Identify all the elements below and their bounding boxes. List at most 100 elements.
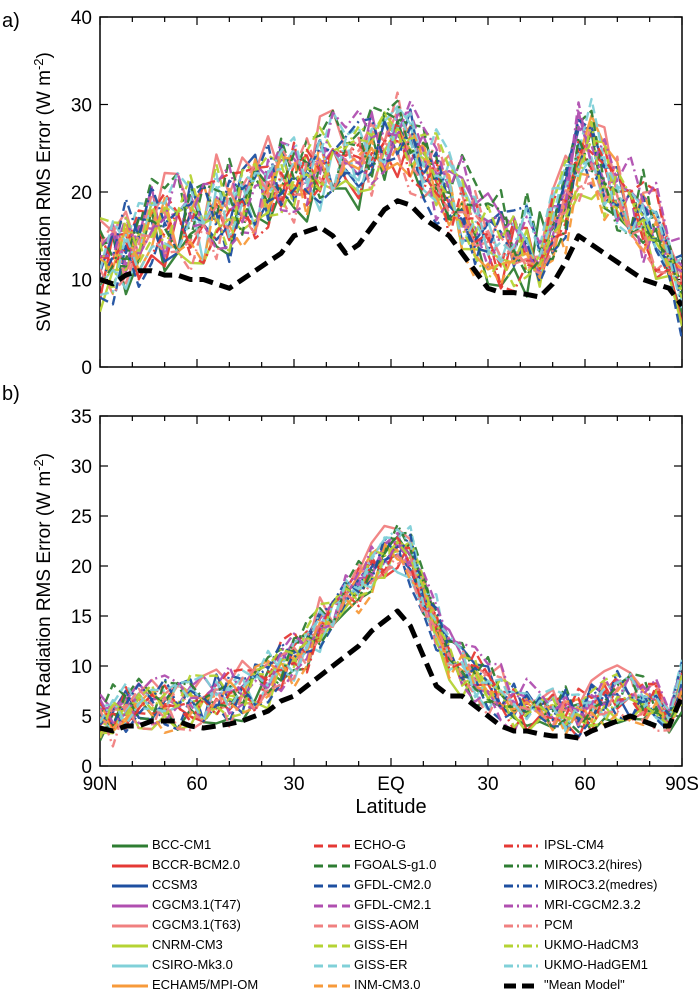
legend-label: CGCM3.1(T47) [152, 897, 241, 912]
y-tick-label: 0 [81, 757, 92, 778]
legend-swatch [504, 904, 540, 908]
y-tick-label: 40 [71, 8, 92, 29]
x-tick-label: 60 [186, 774, 207, 795]
x-tick-label: 90S [665, 774, 699, 795]
legend-label: FGOALS-g1.0 [354, 857, 437, 872]
legend-swatch [112, 844, 148, 848]
model-line [100, 105, 682, 290]
y-tick-label: 5 [81, 707, 92, 728]
legend-swatch [314, 984, 350, 988]
mean-model-line [100, 198, 682, 308]
panel-2: 0 5 10 15 20 25 30 35 90N 60 30 EQ 30 60 90S Latitude b)… [2, 383, 699, 818]
model-line [100, 541, 682, 724]
legend-label: IPSL-CM4 [544, 837, 604, 852]
legend-swatch [314, 964, 350, 968]
y-tick-label: 30 [71, 457, 92, 478]
legend-swatch [112, 924, 148, 928]
legend-label: MRI-CGCM2.3.2 [544, 897, 641, 912]
legend-swatch [112, 884, 148, 888]
model-line [100, 524, 682, 724]
model-line [100, 99, 682, 258]
legend-label: GISS-EH [354, 937, 408, 952]
legend-label: "Mean Model" [544, 977, 625, 992]
legend-label: UKMO-HadCM3 [544, 937, 639, 952]
legend-label: CCSM3 [152, 877, 198, 892]
model-lines [100, 91, 682, 340]
model-line [100, 545, 682, 732]
model-line [100, 528, 682, 730]
plot-frame [99, 16, 683, 368]
legend-label: GISS-AOM [354, 917, 420, 932]
model-line [100, 107, 682, 309]
panel-label: a) [2, 10, 20, 32]
x-tick-label: 60 [574, 774, 595, 795]
legend-swatch [112, 984, 148, 988]
legend-swatch [504, 924, 540, 928]
y-tick-label: 0 [81, 358, 92, 379]
legend-label: BCCR-BCM2.0 [152, 857, 241, 872]
y-axis-label: LW Radiation RMS Error (W m-2) [31, 453, 55, 729]
model-line [100, 540, 682, 738]
x-tick-label: 30 [477, 774, 498, 795]
y-tick-label: 25 [71, 507, 92, 528]
model-lines [100, 523, 682, 748]
model-line [100, 136, 682, 296]
mean-model-line [100, 608, 682, 741]
panel-label: b) [2, 383, 20, 405]
legend-swatch [504, 844, 540, 848]
x-tick-label: 90N [83, 774, 118, 795]
legend-label: CGCM3.1(T63) [152, 917, 241, 932]
legend-label: UKMO-HadGEM1 [544, 957, 649, 972]
legend-swatch [314, 844, 350, 848]
model-line [100, 553, 682, 748]
y-tick-label: 10 [71, 271, 92, 292]
legend-swatch [314, 904, 350, 908]
y-tick-label: 15 [71, 607, 92, 628]
legend-swatch [504, 944, 540, 948]
model-line [100, 125, 682, 285]
legend-label: ECHAM5/MPI-OM [152, 977, 259, 992]
x-tick-label: EQ [377, 774, 404, 795]
legend-swatch [112, 864, 148, 868]
legend-label: CSIRO-Mk3.0 [152, 957, 233, 972]
legend-label: BCC-CM1 [152, 837, 212, 852]
legend-label: ECHO-G [354, 837, 406, 852]
legend-label: GFDL-CM2.0 [354, 877, 432, 892]
legend-swatch [504, 983, 540, 989]
legend-label: GFDL-CM2.1 [354, 897, 432, 912]
y-axis-label: SW Radiation RMS Error (W m-2) [31, 52, 55, 332]
legend-label: INM-CM3.0 [354, 977, 421, 992]
y-tick-label: 35 [71, 407, 92, 428]
legend-swatch [314, 864, 350, 868]
model-line [100, 117, 682, 306]
legend-swatch [314, 944, 350, 948]
panel-1: 0 10 20 30 40 a) SW Radiation RMS Error (W m-2… [2, 8, 683, 379]
model-line [100, 544, 682, 738]
legend-swatch [504, 884, 540, 888]
model-line [100, 555, 682, 739]
model-line [100, 91, 682, 285]
model-line [100, 523, 682, 733]
legend-label: CNRM-CM3 [152, 937, 223, 952]
legend-label: GISS-ER [354, 957, 408, 972]
legend-swatch [504, 964, 540, 968]
legend-label: MIROC3.2(hires) [544, 857, 643, 872]
legend-swatch [112, 904, 148, 908]
chart-svg: 0 10 20 30 40 a) SW Radiation RMS Error (W m-2… [2, 8, 699, 818]
legend-swatch [112, 944, 148, 948]
legend-swatch [314, 924, 350, 928]
y-tick-label: 20 [71, 183, 92, 204]
x-tick-label: 30 [283, 774, 304, 795]
model-line [100, 97, 682, 304]
y-tick-label: 10 [71, 657, 92, 678]
y-tick-label: 30 [71, 96, 92, 117]
model-line [100, 110, 682, 275]
legend-swatch [112, 964, 148, 968]
legend-swatch [314, 884, 350, 888]
model-line [100, 112, 682, 299]
y-tick-label: 20 [71, 557, 92, 578]
x-axis-label: Latitude [355, 796, 426, 818]
legend-label: PCM [544, 917, 573, 932]
legend-swatch [504, 864, 540, 868]
